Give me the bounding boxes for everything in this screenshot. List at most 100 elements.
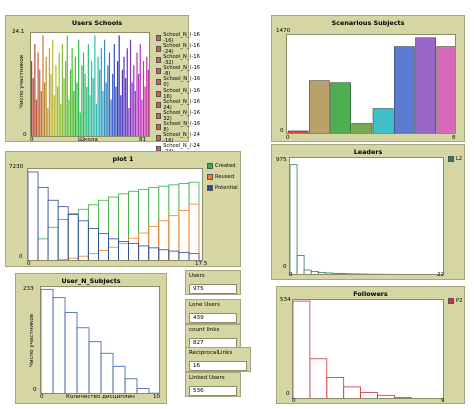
leaders-bar <box>324 272 333 274</box>
followers-y0: 0 <box>286 391 290 397</box>
legend-label: School_N_(-16 -24) <box>163 42 200 55</box>
plot1-potential-bar <box>188 253 200 260</box>
school-bar <box>100 48 102 136</box>
plot1-potential-bar <box>98 233 109 260</box>
monitor-label: Users <box>189 273 205 279</box>
leaders-bar <box>403 274 410 275</box>
school-bar <box>94 35 96 136</box>
monitor-label: ReciprocalLinks <box>189 350 233 356</box>
monitor-linked-users: Linked Users 536 <box>185 372 241 397</box>
school-bar <box>71 48 73 136</box>
school-bar <box>84 73 86 136</box>
school-bar <box>63 78 65 136</box>
school-bar <box>142 61 145 136</box>
school-bar <box>81 65 83 136</box>
school-bar <box>99 69 101 136</box>
school-bar <box>61 43 64 136</box>
school-bar <box>89 95 91 136</box>
followers-legend-swatch <box>448 297 454 304</box>
school-bar <box>134 90 136 136</box>
school-bar <box>128 108 130 136</box>
plot1-created-bar <box>98 199 109 260</box>
monitor-label: Lone Users <box>189 302 220 308</box>
plot1-potential-bar <box>67 214 79 260</box>
school-bar <box>76 82 78 136</box>
school-bar <box>133 65 135 136</box>
followers-plot: Followers 534 0 0 9 P2 <box>276 286 465 404</box>
user-n-subjects-bar <box>124 378 138 393</box>
users-schools-ylabel: Число участников <box>19 54 25 108</box>
leaders-bar <box>303 269 312 274</box>
followers-bar <box>377 394 395 398</box>
plot1-created-bar <box>128 190 140 260</box>
school-bar <box>139 43 141 136</box>
plot1-potential-bar <box>47 199 59 260</box>
monitor-label: count links <box>189 327 220 333</box>
legend-label: School_N_(-16 8) <box>163 121 201 134</box>
plot1-created-bar <box>188 181 200 260</box>
scenarious-subjects-xmax: 8 <box>452 135 456 141</box>
users-schools-svg <box>31 35 149 136</box>
followers-bar <box>411 399 428 400</box>
school-bar <box>86 86 88 136</box>
users-schools-legend-item: School_N_(-16 -16) <box>156 31 201 44</box>
leaders-bar <box>331 272 340 274</box>
followers-ymax: 534 <box>280 297 291 303</box>
followers-bar <box>293 300 311 398</box>
plot1-reused-bar <box>128 237 140 260</box>
legend-swatch <box>156 56 162 63</box>
school-bar <box>144 86 146 136</box>
user-n-subjects-ymax: 233 <box>23 286 34 292</box>
subject-bar <box>351 123 373 133</box>
users-schools-xmax: 81 <box>139 137 147 143</box>
followers-bar <box>393 396 412 398</box>
school-bar <box>53 95 55 136</box>
school-bar <box>65 61 67 136</box>
plot1-reused-bar <box>98 250 109 260</box>
school-bar <box>138 73 140 136</box>
school-bar <box>60 103 62 136</box>
plot1-potential-bar <box>168 250 180 260</box>
plot1-created-bar <box>178 183 190 260</box>
scenarious-subjects-svg <box>287 37 455 133</box>
plot1-created-bar <box>168 184 180 260</box>
monitor-lone-users: Lone Users 439 <box>185 299 241 324</box>
user-n-subjects-y0: 0 <box>33 387 37 393</box>
leaders-y0: 0 <box>283 264 287 270</box>
plot1-reused-bar <box>87 253 99 260</box>
plot1-potential-bar <box>87 228 99 260</box>
users-schools-legend-item: School_N_(-16 24) <box>156 99 201 111</box>
leaders-bar <box>381 273 390 274</box>
school-bar <box>103 39 106 136</box>
subject-bar <box>415 37 436 133</box>
school-bar <box>97 56 99 136</box>
school-bar <box>108 52 111 136</box>
leaders-area <box>289 157 444 275</box>
legend-label: School_N_(-16 -16) <box>163 31 200 44</box>
plot1-potential-bar <box>28 171 39 260</box>
plot1-created-bar <box>47 226 59 260</box>
school-bar <box>112 73 114 136</box>
plot1-potential-bar <box>37 186 49 260</box>
plot1-created-bar <box>138 188 150 260</box>
plot1-created-bar <box>57 219 69 260</box>
legend-label: School_N_(-16 -32) <box>163 53 200 66</box>
school-bar <box>107 65 109 136</box>
school-bar <box>126 48 128 136</box>
school-bar <box>116 61 119 136</box>
school-bar <box>50 73 52 136</box>
school-bar <box>87 43 89 136</box>
plot1-potential-bar <box>148 247 160 260</box>
plot1-potential-bar <box>138 245 150 260</box>
school-bar <box>48 48 51 136</box>
legend-swatch <box>156 79 162 86</box>
followers-legend: P2 <box>448 295 462 306</box>
user-n-subjects-area <box>40 286 160 394</box>
legend-swatch <box>156 101 162 108</box>
leaders-bar <box>290 164 298 274</box>
school-bar <box>91 61 93 136</box>
legend-swatch <box>156 90 162 97</box>
plot1-created-bar <box>118 193 129 260</box>
leaders-bar <box>374 273 383 274</box>
users-schools-area <box>30 32 150 137</box>
